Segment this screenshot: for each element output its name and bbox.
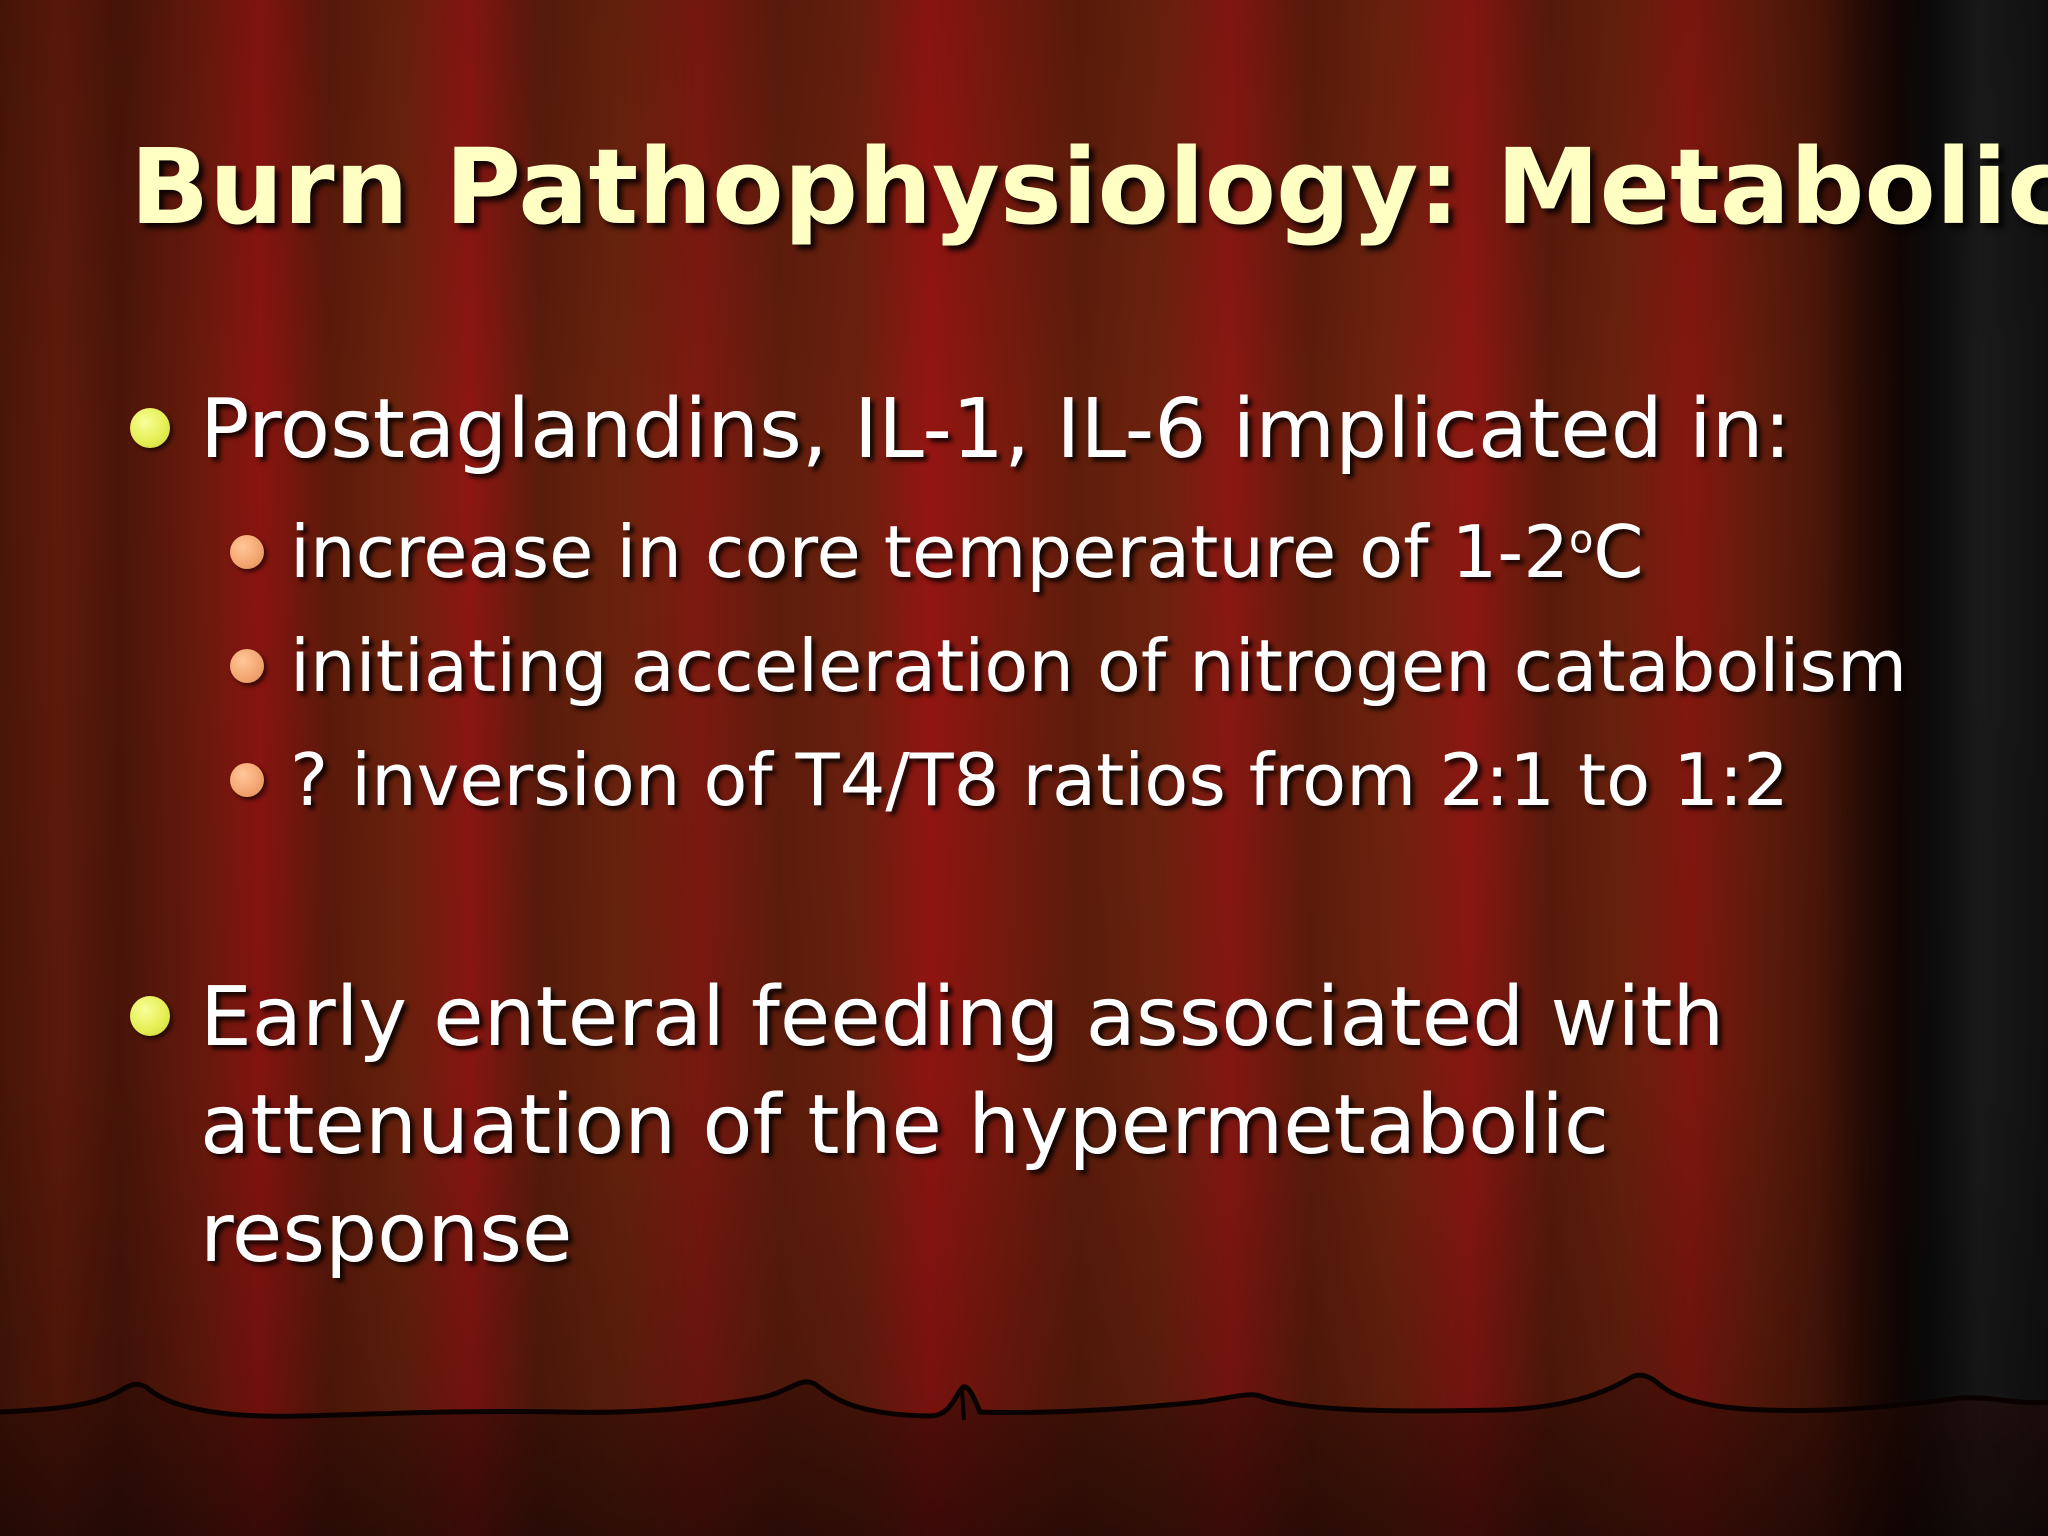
subbullet-dot-icon <box>230 763 264 797</box>
bullet-dot-icon <box>130 996 170 1036</box>
bullet-1-text: Prostaglandins, IL-1, IL-6 implicated in… <box>200 382 1792 477</box>
subbullet-1: increase in core temperature of 1-2oC <box>230 500 1930 604</box>
subbullet-3: ? inversion of T4/T8 ratios from 2:1 to … <box>230 728 1930 832</box>
subbullet-dot-icon <box>230 535 264 569</box>
subbullet-dot-icon <box>230 649 264 683</box>
subbullet-3-text: ? inversion of T4/T8 ratios from 2:1 to … <box>290 738 1789 822</box>
slide-title: Burn Pathophysiology: Metabolic <box>130 126 2048 248</box>
bullet-2: Early enteral feeding associated with at… <box>130 964 1880 1288</box>
bullet-2-line-3: response <box>200 1186 573 1281</box>
bullet-2-line-2: attenuation of the hypermetabolic <box>200 1078 1609 1173</box>
subbullet-2: initiating acceleration of nitrogen cata… <box>230 614 1930 718</box>
bullet-dot-icon <box>130 408 170 448</box>
bullet-1: Prostaglandins, IL-1, IL-6 implicated in… <box>130 376 1880 484</box>
subbullet-1-text: increase in core temperature of 1-2oC <box>290 500 1930 604</box>
bullet-2-line-1: Early enteral feeding associated with <box>200 970 1725 1065</box>
degree-superscript: o <box>1569 516 1594 563</box>
subbullet-1-text-unit: C <box>1593 510 1644 594</box>
bullet-2-text: Early enteral feeding associated with at… <box>200 964 1880 1288</box>
subbullet-1-text-main: increase in core temperature of 1-2 <box>290 510 1570 594</box>
subbullet-2-text: initiating acceleration of nitrogen cata… <box>290 624 1908 708</box>
